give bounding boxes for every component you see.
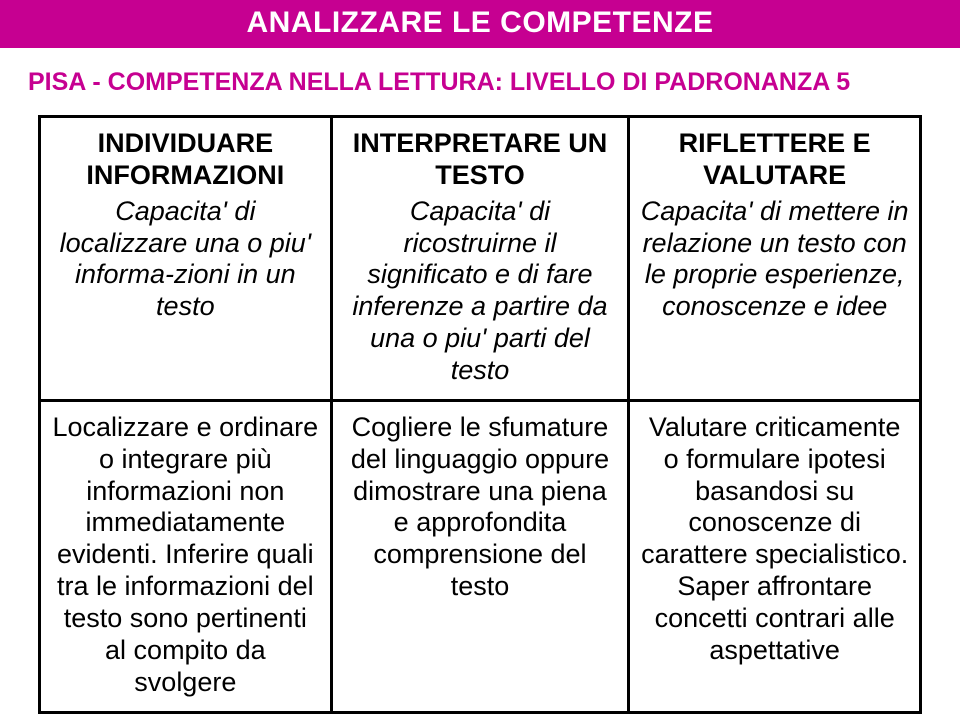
competence-table: INDIVIDUARE INFORMAZIONI Capacita' di lo…	[38, 115, 922, 714]
col-1-head: INDIVIDUARE INFORMAZIONI	[51, 128, 320, 192]
col-2-body: Cogliere le sfumature del linguaggio opp…	[343, 412, 618, 603]
col-2-head: INTERPRETARE UN TESTO	[343, 128, 618, 192]
col-2-sub: Capacita' di ricostruirne il significato…	[343, 196, 618, 387]
col-2-body-cell: Cogliere le sfumature del linguaggio opp…	[333, 402, 628, 714]
col-3-head: RIFLETTERE E VALUTARE	[640, 128, 909, 192]
col-1-header-cell: INDIVIDUARE INFORMAZIONI Capacita' di lo…	[38, 115, 333, 402]
header-bar: ANALIZZARE LE COMPETENZE	[0, 0, 960, 48]
col-1-sub: Capacita' di localizzare una o piu' info…	[51, 196, 320, 323]
col-3-body: Valutare criticamente o formulare ipotes…	[640, 412, 909, 667]
col-1-body: Localizzare e ordinare o integrare più i…	[51, 412, 320, 699]
col-3-body-cell: Valutare criticamente o formulare ipotes…	[627, 402, 922, 714]
page-title: ANALIZZARE LE COMPETENZE	[0, 6, 960, 40]
col-2-header-cell: INTERPRETARE UN TESTO Capacita' di ricos…	[333, 115, 628, 402]
col-3-header-cell: RIFLETTERE E VALUTARE Capacita' di mette…	[627, 115, 922, 402]
col-3-sub: Capacita' di mettere in relazione un tes…	[640, 196, 909, 323]
subtitle: PISA - COMPETENZA NELLA LETTURA: LIVELLO…	[0, 48, 960, 115]
col-1-body-cell: Localizzare e ordinare o integrare più i…	[38, 402, 333, 714]
